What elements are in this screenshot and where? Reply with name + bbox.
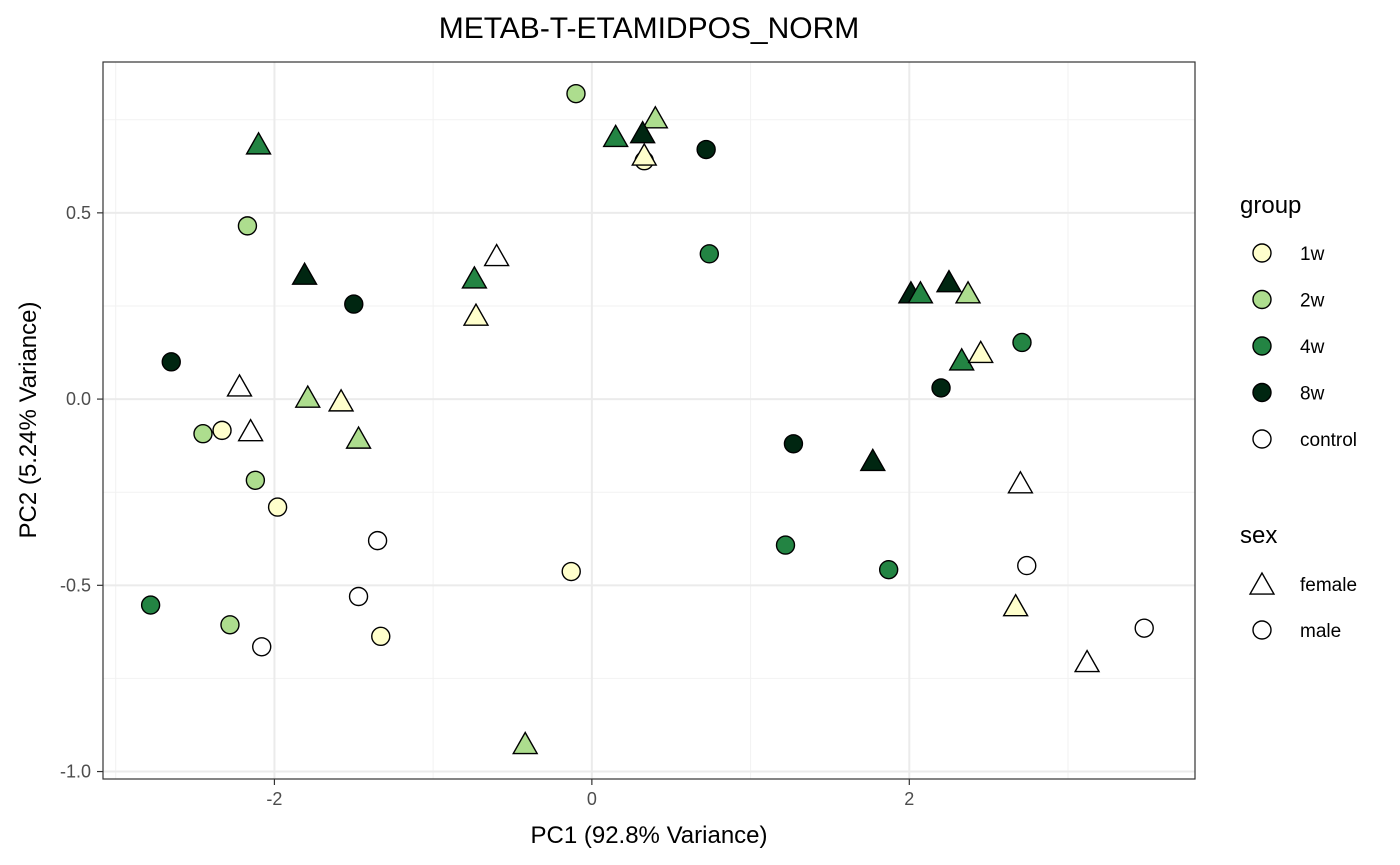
- plot-background: [103, 62, 1195, 779]
- chart-title: METAB-T-ETAMIDPOS_NORM: [439, 12, 860, 45]
- data-point-1w-female: [327, 388, 355, 412]
- plot-panel: [103, 62, 1195, 779]
- data-point-1w-female: [462, 302, 490, 326]
- legend-label-1w: 1w: [1300, 244, 1325, 265]
- axis-ticks: -2 0 2 -1.0 -0.5 0.0 0.5: [60, 203, 914, 809]
- legend-label-male: male: [1300, 621, 1341, 642]
- data-point-4w-female: [245, 131, 272, 155]
- data-point-control-male: [348, 586, 369, 607]
- data-point-1w-male: [371, 626, 391, 647]
- data-point-2w-female: [642, 105, 669, 129]
- data-point-4w-female: [461, 265, 488, 289]
- legend-label-8w: 8w: [1300, 384, 1325, 405]
- x-tick-label: 2: [904, 789, 914, 809]
- data-point-4w-female: [948, 347, 975, 371]
- legend-label-2w: 2w: [1300, 291, 1325, 312]
- data-point-control-male: [1134, 618, 1154, 638]
- y-tick-label: 0.0: [66, 389, 91, 409]
- legend-key-male: [1252, 620, 1272, 640]
- legend-key-control: [1252, 429, 1272, 449]
- legend-label-4w: 4w: [1300, 337, 1325, 358]
- legend-key-female: [1248, 571, 1276, 595]
- legend-key-8w: [1252, 382, 1272, 403]
- data-point-8w-female: [935, 269, 963, 293]
- data-point-1w-female: [1002, 593, 1029, 617]
- data-point-8w-female: [291, 261, 318, 285]
- data-point-4w-male: [775, 535, 796, 555]
- legend-group-items: 1w 2w 4w 8w control: [1252, 243, 1357, 451]
- data-point-4w-female: [602, 123, 629, 148]
- legend-group-title: group: [1240, 192, 1301, 219]
- legend: group 1w 2w 4w 8w control sex female male: [1240, 192, 1357, 642]
- legend-key-2w: [1252, 289, 1272, 310]
- data-point-control-male: [252, 637, 272, 657]
- data-point-8w-female: [859, 447, 886, 472]
- data-point-1w-male: [267, 497, 288, 517]
- x-tick-label: -2: [266, 789, 282, 809]
- data-point-control-female: [1073, 649, 1101, 673]
- data-point-1w-male: [561, 561, 581, 582]
- legend-key-4w: [1252, 336, 1272, 356]
- data-point-control-female: [237, 418, 264, 442]
- data-point-2w-male: [193, 424, 213, 444]
- y-tick-label: -0.5: [60, 575, 91, 595]
- x-axis-title: PC1 (92.8% Variance): [531, 822, 768, 849]
- data-point-4w-female: [907, 280, 934, 304]
- data-point-4w-male: [878, 559, 899, 580]
- data-point-1w-female: [631, 142, 658, 166]
- data-point-control-male: [367, 530, 388, 551]
- data-point-2w-female: [954, 280, 982, 304]
- plot-border: [102, 61, 1196, 780]
- data-point-8w-male: [696, 139, 716, 160]
- legend-sex-title: sex: [1240, 522, 1277, 549]
- legend-sex-items: female male: [1248, 571, 1357, 642]
- data-point-2w-male: [566, 83, 586, 104]
- data-point-control-female: [483, 243, 510, 267]
- data-point-8w-male: [161, 352, 181, 372]
- data-point-2w-female: [345, 425, 372, 449]
- data-point-8w-female: [629, 120, 656, 144]
- legend-label-female: female: [1300, 575, 1357, 596]
- x-tick-label: 0: [587, 789, 597, 809]
- data-point-2w-female: [294, 384, 321, 408]
- data-points: [140, 83, 1154, 755]
- legend-label-control: control: [1300, 430, 1357, 451]
- data-point-2w-male: [237, 216, 258, 236]
- data-point-1w-female: [967, 339, 994, 364]
- y-tick-label: 0.5: [66, 203, 91, 223]
- data-point-control-female: [226, 373, 253, 397]
- data-point-8w-male: [344, 294, 364, 314]
- data-point-8w-male: [931, 378, 951, 398]
- data-point-2w-male: [245, 470, 266, 490]
- data-point-control-male: [1017, 555, 1037, 576]
- data-point-4w-male: [140, 595, 161, 615]
- data-point-1w-male: [212, 420, 232, 441]
- data-point-2w-female: [512, 731, 539, 755]
- y-axis-title: PC2 (5.24% Variance): [15, 302, 42, 539]
- data-point-8w-male: [783, 434, 804, 454]
- data-point-4w-male: [1012, 332, 1032, 353]
- data-point-control-female: [1007, 470, 1034, 494]
- data-point-2w-male: [220, 615, 240, 635]
- legend-key-1w: [1252, 243, 1272, 263]
- grid-lines: [103, 62, 1195, 779]
- y-tick-label: -1.0: [60, 762, 91, 782]
- data-point-4w-male: [699, 244, 720, 264]
